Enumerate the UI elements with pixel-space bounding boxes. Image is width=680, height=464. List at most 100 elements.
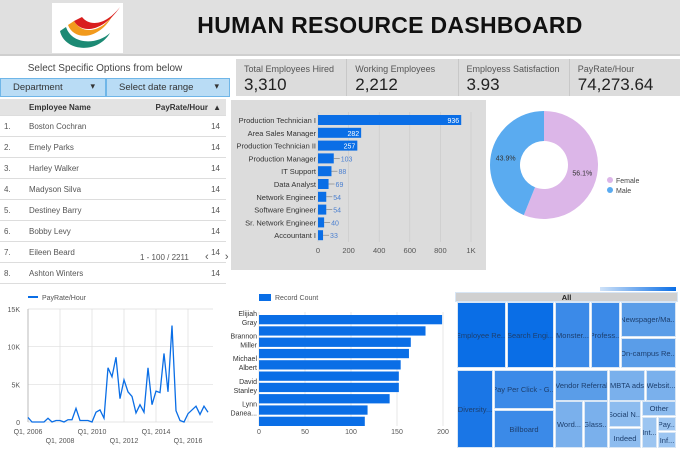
treemap-cell[interactable]: Social N... bbox=[609, 401, 641, 427]
treemap-cell[interactable]: Websit... bbox=[646, 370, 676, 401]
table-row[interactable]: 6. Bobby Levy 14 bbox=[0, 221, 226, 242]
employee-name: Eileen Beard bbox=[29, 248, 75, 257]
treemap-cell[interactable]: Diversity... bbox=[457, 370, 493, 448]
kpi-total-hired: Total Employees Hired 3,310 bbox=[236, 59, 348, 96]
legend-marker bbox=[607, 177, 613, 183]
col-payrate[interactable]: PayRate/Hour bbox=[155, 103, 208, 112]
kpi-strip: Total Employees Hired 3,310 Working Emplo… bbox=[236, 59, 680, 96]
x-tick-label: Q1, 2014 bbox=[142, 429, 171, 436]
next-page-icon[interactable]: › bbox=[224, 251, 229, 263]
col-employee-name[interactable]: Employee Name bbox=[29, 103, 91, 112]
table-row[interactable]: 7. Eileen Beard 14 bbox=[0, 242, 226, 263]
y-tick-label: 15K bbox=[8, 307, 21, 314]
bar bbox=[318, 115, 462, 125]
kpi-label: Working Employees bbox=[355, 64, 436, 74]
table-row[interactable]: 4. Madyson Silva 14 bbox=[0, 179, 226, 200]
data-label: 282 bbox=[347, 131, 359, 138]
category-label: Area Sales Manager bbox=[248, 129, 317, 138]
kpi-payrate: PayRate/Hour 74,273.64 bbox=[570, 59, 680, 96]
treemap-root[interactable]: All bbox=[455, 292, 678, 302]
page-title: HUMAN RESOURCE DASHBOARD bbox=[197, 12, 583, 38]
data-label: 69 bbox=[336, 182, 344, 189]
slice-label: 43.9% bbox=[496, 156, 516, 163]
data-label: 33 bbox=[330, 233, 338, 240]
y-tick-label: 5K bbox=[11, 382, 20, 389]
table-row[interactable]: 1. Boston Cochran 14 bbox=[0, 116, 226, 137]
data-label: 54 bbox=[333, 208, 341, 215]
data-label: 103 bbox=[341, 156, 353, 163]
legend-label: Male bbox=[616, 188, 631, 195]
payrate-value: 14 bbox=[211, 248, 220, 257]
sort-icon[interactable]: ▲ bbox=[213, 103, 221, 112]
category-label: Sr. Network Engineer bbox=[245, 218, 316, 227]
category-label: Danea... bbox=[231, 410, 258, 417]
bar bbox=[259, 371, 399, 381]
bar bbox=[259, 382, 399, 393]
legend-label: PayRate/Hour bbox=[42, 295, 87, 302]
category-label: Production Technician II bbox=[237, 142, 317, 151]
category-label: Miller bbox=[240, 343, 257, 350]
position-chart-panel: 0 200 400 600 800 1K Production Technician I 93… bbox=[231, 100, 486, 270]
y-tick-label: 0 bbox=[16, 420, 20, 427]
row-number: 6. bbox=[4, 227, 11, 236]
series-line bbox=[27, 325, 209, 423]
x-tick-label: 200 bbox=[437, 429, 449, 436]
row-number: 8. bbox=[4, 269, 11, 278]
employee-name: Madyson Silva bbox=[29, 185, 82, 194]
category-label: Gray bbox=[242, 320, 258, 327]
treemap-cell[interactable]: Pay... bbox=[658, 417, 676, 431]
department-label: Department bbox=[13, 82, 63, 93]
category-label: Software Engineer bbox=[254, 206, 316, 215]
treemap-cell[interactable]: Word... bbox=[555, 401, 583, 448]
bar bbox=[318, 153, 334, 164]
dropdown-arrow-icon: ▾ bbox=[214, 81, 219, 91]
payrate-value: 14 bbox=[211, 122, 220, 131]
table-row[interactable]: 3. Harley Walker 14 bbox=[0, 158, 226, 179]
row-number: 2. bbox=[4, 143, 11, 152]
date-range-label: Select date range bbox=[119, 82, 194, 93]
data-label: 40 bbox=[331, 220, 339, 227]
table-row[interactable]: 2. Emely Parks 14 bbox=[0, 137, 226, 158]
treemap-cell[interactable]: Vendor Referral bbox=[555, 370, 608, 401]
x-tick-label: Q1, 2006 bbox=[14, 429, 43, 436]
data-label: 88 bbox=[338, 169, 346, 176]
treemap-cell[interactable]: Monster... bbox=[555, 302, 590, 368]
x-tick-label: 400 bbox=[373, 246, 386, 255]
filter-caption: Select Specific Options from below bbox=[27, 63, 183, 74]
treemap-cell[interactable]: Profess... bbox=[591, 302, 620, 368]
company-logo bbox=[52, 3, 123, 53]
treemap-cell[interactable]: Indeed bbox=[609, 428, 641, 448]
treemap-cell[interactable]: Inf... bbox=[658, 432, 676, 448]
table-row[interactable]: 8. Ashton Winters 14 bbox=[0, 263, 226, 284]
treemap-cell[interactable]: Other bbox=[642, 401, 676, 416]
kpi-label: Employess Satisfaction bbox=[466, 64, 560, 74]
table-header: Employee Name PayRate/Hour ▲ bbox=[0, 99, 226, 116]
table-row[interactable]: 5. Destiney Barry 14 bbox=[0, 200, 226, 221]
x-tick-label: Q1, 2016 bbox=[174, 438, 203, 445]
treemap-cell[interactable]: Search Engi... bbox=[507, 302, 554, 368]
x-tick-label: 0 bbox=[316, 246, 320, 255]
bar bbox=[318, 127, 362, 138]
department-dropdown[interactable]: Department ▾ bbox=[0, 78, 106, 97]
treemap-cell[interactable]: Newspager/Ma... bbox=[621, 302, 676, 337]
treemap-cell[interactable]: Employee Re... bbox=[457, 302, 506, 368]
treemap-cell[interactable]: MBTA ads bbox=[609, 370, 645, 401]
row-number: 1. bbox=[4, 122, 11, 131]
treemap-cell[interactable]: Int... bbox=[642, 417, 657, 448]
category-label: Brannon bbox=[231, 334, 258, 341]
kpi-working: Working Employees 2,212 bbox=[347, 59, 459, 96]
treemap-cell[interactable]: Pay Per Click - G... bbox=[494, 370, 554, 409]
pagination-range: 1 - 100 / 2211 bbox=[140, 253, 189, 262]
category-label: IT Support bbox=[281, 167, 317, 176]
row-number: 5. bbox=[4, 206, 11, 215]
employee-name: Harley Walker bbox=[29, 164, 79, 173]
prev-page-icon[interactable]: ‹ bbox=[205, 251, 209, 263]
kpi-label: PayRate/Hour bbox=[577, 64, 635, 74]
payrate-value: 14 bbox=[211, 206, 220, 215]
treemap-cell[interactable]: On-campus Re... bbox=[621, 338, 676, 368]
treemap-cell[interactable]: Billboard bbox=[494, 410, 554, 448]
treemap-cell[interactable]: Glass... bbox=[584, 401, 608, 448]
date-range-dropdown[interactable]: Select date range ▾ bbox=[106, 78, 230, 97]
slice-label: 56.1% bbox=[572, 170, 592, 177]
bar bbox=[259, 416, 365, 426]
